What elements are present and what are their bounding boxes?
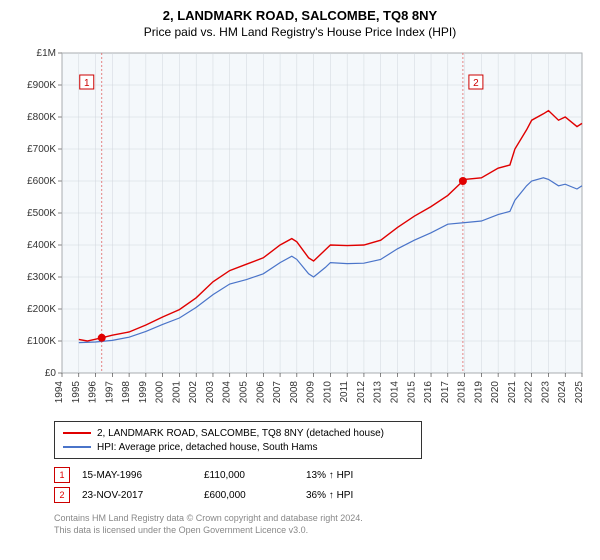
svg-text:2003: 2003 <box>205 381 216 404</box>
svg-text:£300K: £300K <box>27 272 56 283</box>
svg-text:£500K: £500K <box>27 208 56 219</box>
svg-text:2012: 2012 <box>356 381 367 404</box>
sale-price: £600,000 <box>204 485 306 505</box>
svg-text:2021: 2021 <box>507 381 518 404</box>
svg-text:2016: 2016 <box>423 381 434 404</box>
svg-text:2014: 2014 <box>389 381 400 404</box>
footer-attribution: Contains HM Land Registry data © Crown c… <box>54 513 588 536</box>
svg-text:2025: 2025 <box>574 381 585 404</box>
svg-text:£200K: £200K <box>27 304 56 315</box>
sale-date: 23-NOV-2017 <box>82 485 204 505</box>
svg-text:2004: 2004 <box>222 381 233 404</box>
svg-text:2015: 2015 <box>406 381 417 404</box>
legend-item: 2, LANDMARK ROAD, SALCOMBE, TQ8 8NY (det… <box>63 426 413 440</box>
svg-text:1994: 1994 <box>54 381 65 404</box>
page-subtitle: Price paid vs. HM Land Registry's House … <box>12 25 588 39</box>
legend-swatch <box>63 432 91 434</box>
sale-marker: 2 <box>54 487 70 503</box>
svg-text:£400K: £400K <box>27 240 56 251</box>
chart-legend: 2, LANDMARK ROAD, SALCOMBE, TQ8 8NY (det… <box>54 421 422 459</box>
legend-label: HPI: Average price, detached house, Sout… <box>97 442 318 453</box>
svg-text:2011: 2011 <box>339 381 350 403</box>
svg-text:£100K: £100K <box>27 336 56 347</box>
svg-text:2010: 2010 <box>322 381 333 404</box>
legend-label: 2, LANDMARK ROAD, SALCOMBE, TQ8 8NY (det… <box>97 428 384 439</box>
sale-delta: 13% ↑ HPI <box>306 465 365 485</box>
svg-text:2020: 2020 <box>490 381 501 404</box>
svg-text:2022: 2022 <box>524 381 535 404</box>
svg-text:£800K: £800K <box>27 112 56 123</box>
svg-text:1996: 1996 <box>88 381 99 404</box>
sale-row: 1 15-MAY-1996£110,00013% ↑ HPI <box>54 465 365 485</box>
svg-text:2005: 2005 <box>239 381 250 404</box>
svg-text:1997: 1997 <box>104 381 115 404</box>
price-chart: £0 £100K £200K £300K £400K £500K £600K £700K £80… <box>12 45 588 415</box>
svg-text:£900K: £900K <box>27 80 56 91</box>
sales-table: 1 15-MAY-1996£110,00013% ↑ HPI 2 23-NOV-201… <box>54 465 588 505</box>
svg-text:£0: £0 <box>45 368 57 379</box>
svg-text:2006: 2006 <box>255 381 266 404</box>
svg-text:1995: 1995 <box>71 381 82 404</box>
svg-text:2019: 2019 <box>473 381 484 404</box>
legend-item: HPI: Average price, detached house, Sout… <box>63 440 413 454</box>
svg-text:1: 1 <box>84 78 90 89</box>
svg-text:2000: 2000 <box>155 381 166 404</box>
svg-text:£1M: £1M <box>37 48 56 59</box>
svg-text:2008: 2008 <box>289 381 300 404</box>
footer-line-2: This data is licensed under the Open Gov… <box>54 525 588 537</box>
sale-marker: 1 <box>54 467 70 483</box>
sale-row: 2 23-NOV-2017£600,00036% ↑ HPI <box>54 485 365 505</box>
svg-text:2007: 2007 <box>272 381 283 404</box>
sale-price: £110,000 <box>204 465 306 485</box>
svg-text:£600K: £600K <box>27 176 56 187</box>
svg-text:2013: 2013 <box>373 381 384 404</box>
sale-date: 15-MAY-1996 <box>82 465 204 485</box>
page-title: 2, LANDMARK ROAD, SALCOMBE, TQ8 8NY <box>12 8 588 23</box>
svg-text:1999: 1999 <box>138 381 149 404</box>
sale-delta: 36% ↑ HPI <box>306 485 365 505</box>
svg-text:2002: 2002 <box>188 381 199 404</box>
svg-text:1998: 1998 <box>121 381 132 404</box>
svg-text:2001: 2001 <box>171 381 182 404</box>
footer-line-1: Contains HM Land Registry data © Crown c… <box>54 513 588 525</box>
legend-swatch <box>63 446 91 448</box>
svg-text:2023: 2023 <box>540 381 551 404</box>
svg-text:2024: 2024 <box>557 381 568 404</box>
svg-text:2017: 2017 <box>440 381 451 404</box>
svg-text:£700K: £700K <box>27 144 56 155</box>
svg-text:2: 2 <box>473 78 479 89</box>
svg-text:2018: 2018 <box>457 381 468 404</box>
chart-svg: £0 £100K £200K £300K £400K £500K £600K £700K £80… <box>12 45 588 415</box>
svg-text:2009: 2009 <box>306 381 317 404</box>
